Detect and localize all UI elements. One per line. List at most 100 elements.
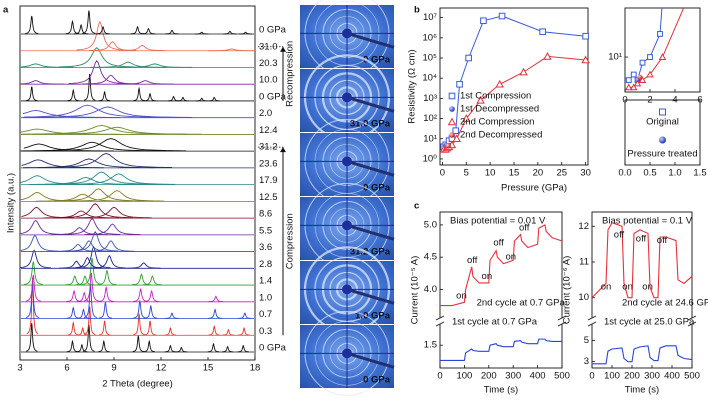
marker	[581, 55, 590, 64]
beam-stop	[346, 159, 395, 177]
xrd-peak	[165, 29, 179, 35]
y-tick-label: 10	[578, 292, 589, 303]
beam-center	[342, 28, 352, 39]
marker	[543, 51, 552, 60]
x-tick-label: 300	[505, 371, 521, 382]
x-tick-label: 6	[64, 363, 69, 374]
xrd-peak	[88, 41, 136, 51]
y-tick-label: 10⁴	[422, 73, 437, 84]
xrd-peak	[118, 44, 166, 52]
xrd-peak	[62, 173, 176, 185]
xrd-peak	[165, 312, 179, 319]
x-tick-label: 100	[604, 371, 620, 382]
xrd-peak	[67, 88, 79, 102]
on-off-label: off	[614, 230, 625, 241]
axis-break-mark	[557, 315, 567, 321]
series-line	[628, 8, 663, 82]
x-axis-label: Time (s)	[625, 385, 659, 396]
x-tick-label: 0	[589, 371, 594, 382]
x-tick-label: 400	[530, 371, 546, 382]
xrd-peak	[76, 343, 88, 353]
on-off-label: on	[505, 252, 516, 263]
panel-label: a	[3, 5, 9, 16]
marker	[647, 54, 653, 60]
image-label: 31.0 GPa	[350, 119, 391, 130]
xrd-peak	[133, 86, 145, 102]
xrd-peak	[76, 308, 91, 319]
x-tick-label: 9	[111, 363, 116, 374]
inset-plot	[625, 8, 685, 91]
axis-break-mark	[557, 321, 567, 327]
x-tick-label: 200	[624, 371, 640, 382]
y-tick-label: 10³	[423, 93, 437, 104]
xrd-peak	[92, 255, 127, 269]
xrd-peak	[177, 96, 189, 102]
xrd-peak	[35, 193, 130, 202]
on-off-label: off	[519, 223, 530, 234]
y-tick-label: 10⁵	[422, 53, 437, 64]
axis-break	[588, 318, 596, 324]
xrd-peak	[59, 47, 135, 68]
xrd-peak	[164, 326, 177, 336]
xrd-peak	[20, 249, 52, 269]
series-label: 12.5	[259, 192, 278, 203]
xrd-peak	[66, 339, 79, 353]
diffraction-image	[300, 182, 395, 268]
xrd-peak	[144, 92, 156, 102]
xrd-peak	[208, 295, 224, 303]
image-label: 0 GPa	[363, 183, 391, 194]
xrd-peak	[144, 304, 158, 319]
x-tick-label: 15	[203, 363, 214, 374]
marker	[637, 74, 643, 80]
xrd-peak	[207, 48, 256, 52]
marker	[452, 127, 460, 135]
legend-label: Pressure treated	[627, 149, 697, 160]
axis-break	[436, 318, 444, 324]
marker	[519, 67, 528, 76]
x-axis-label: Pressure (GPa)	[501, 183, 567, 194]
legend-label: 1st Decompressed	[460, 104, 539, 115]
xrd-peak	[25, 274, 41, 302]
x-tick-label: 300	[644, 371, 660, 382]
marker	[630, 83, 638, 91]
xrd-peak	[20, 219, 64, 235]
legend-marker	[449, 132, 455, 138]
xrd-peak	[208, 308, 222, 319]
xrd-peak	[98, 90, 111, 102]
y-axis-label: Current (10⁻⁶ A)	[562, 256, 573, 325]
current-trace	[440, 224, 563, 307]
axis-break-mark	[587, 321, 597, 327]
y-tick-label: 10¹	[423, 133, 437, 144]
xrd-peak	[76, 20, 124, 51]
panel-label: b	[414, 5, 420, 16]
xrd-peak	[76, 206, 152, 219]
xrd-peak	[237, 344, 249, 353]
x-tick-label: 500	[554, 371, 570, 382]
current-trace	[440, 338, 562, 361]
xrd-peak	[222, 329, 235, 336]
on-off-label: off	[657, 235, 668, 246]
diffraction-image	[300, 310, 395, 396]
xrd-peak	[82, 10, 96, 34]
legend-marker	[659, 136, 666, 144]
xrd-peak	[238, 327, 250, 336]
xrd-peak	[133, 313, 145, 336]
xrd-peak	[23, 104, 172, 118]
y-tick-label: 5.0	[424, 219, 437, 230]
legend-label: Original	[646, 117, 679, 128]
marker	[638, 76, 647, 84]
xrd-peak	[51, 227, 108, 236]
beam-stop	[346, 31, 395, 49]
image-label: 1.0 GPa	[355, 311, 391, 322]
y-tick-label: 10¹	[608, 52, 622, 63]
xrd-peak	[208, 96, 220, 102]
xrd-peak	[76, 327, 89, 336]
xrd-peak	[142, 275, 162, 286]
on-off-label: on	[601, 282, 612, 293]
xrd-peak	[32, 126, 202, 135]
axis-break	[558, 318, 566, 324]
marker	[476, 95, 485, 104]
series-label: 1.0	[259, 292, 272, 303]
xrd-peak	[130, 25, 145, 35]
